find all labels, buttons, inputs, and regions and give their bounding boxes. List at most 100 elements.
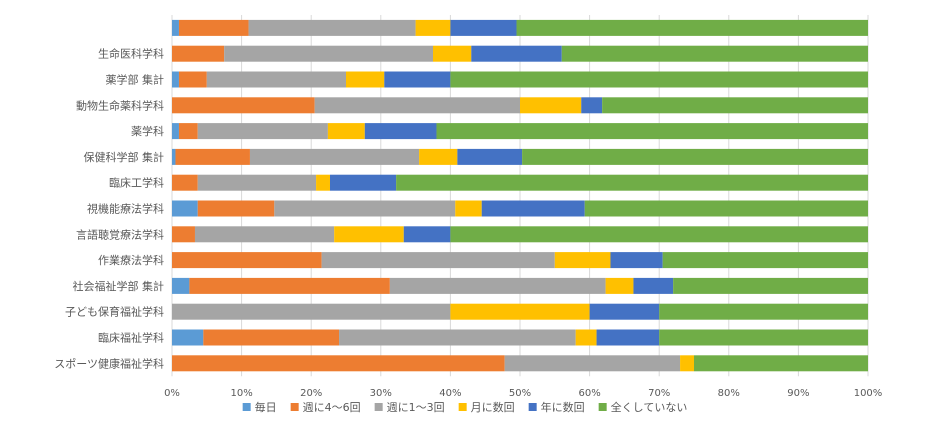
bar-segment: [554, 252, 611, 269]
bar-segment: [274, 200, 456, 217]
bar-segment: [396, 174, 868, 191]
bar-segment: [172, 226, 195, 243]
category-label: 保健科学部 集計: [84, 150, 165, 164]
legend-label: 年に数回: [541, 400, 585, 414]
bar-segment: [436, 123, 868, 140]
legend-swatch: [242, 403, 251, 411]
bar-segment: [415, 19, 451, 36]
bar-segment: [178, 123, 198, 140]
legend-item: 全くしていない: [598, 400, 688, 414]
x-tick-label: 100%: [854, 388, 883, 399]
bar-segment: [662, 252, 868, 269]
legend-item: 年に数回: [528, 400, 585, 414]
legend-swatch: [598, 403, 607, 411]
bar-segment: [433, 45, 472, 62]
x-tick-label: 30%: [370, 388, 392, 399]
category-label: 動物生命薬科学科: [76, 98, 164, 112]
bar-segment: [206, 71, 346, 88]
category-label: 子ども保育福祉学科: [65, 305, 164, 319]
bar-segment: [605, 277, 634, 294]
bar-segment: [450, 226, 868, 243]
bar-segment: [316, 174, 330, 191]
bar-segment: [172, 123, 179, 140]
bar-segment: [197, 174, 317, 191]
bar-segment: [561, 45, 868, 62]
bar-segment: [389, 277, 606, 294]
bar-segment: [189, 277, 390, 294]
bar-segment: [694, 355, 868, 372]
legend-swatch: [458, 403, 467, 411]
bar-layer: [172, 19, 868, 372]
bar-segment: [194, 226, 335, 243]
bar-segment: [321, 252, 555, 269]
bar-segment: [450, 303, 590, 320]
bar-segment: [384, 71, 451, 88]
bar-segment: [504, 355, 681, 372]
legend-item: 毎日: [242, 401, 277, 414]
bar-segment: [520, 97, 582, 114]
bar-segment: [450, 71, 868, 88]
legend-label: 週に1～3回: [387, 401, 445, 414]
grid-layer: [171, 15, 869, 377]
legend-swatch: [374, 403, 383, 411]
category-label: 臨床工学科: [109, 176, 164, 190]
bar-segment: [602, 97, 868, 114]
x-tick-label: 10%: [230, 388, 252, 399]
category-label: 薬学科: [131, 124, 164, 138]
x-tick-label: 70%: [648, 388, 670, 399]
bar-segment: [471, 45, 562, 62]
x-axis-tick-labels: 0% 10% 20% 30% 40% 50% 60% 70% 80% 90% 100%: [164, 388, 882, 399]
legend-label: 全くしていない: [611, 400, 688, 414]
bar-segment: [175, 148, 250, 165]
bar-segment: [364, 123, 437, 140]
x-tick-label: 60%: [578, 388, 600, 399]
bar-segment: [457, 148, 523, 165]
bar-segment: [403, 226, 451, 243]
category-label: 言語聴覚療法学科: [76, 227, 164, 241]
category-label: 生命医科学科: [98, 47, 164, 61]
bar-segment: [659, 329, 868, 346]
x-tick-label: 50%: [509, 388, 531, 399]
bar-segment: [172, 97, 315, 114]
bar-segment: [314, 97, 520, 114]
category-label: 作業療法学科: [98, 253, 164, 267]
bar-segment: [329, 174, 397, 191]
bar-segment: [327, 123, 365, 140]
category-label: 視機能療法学科: [87, 202, 164, 216]
category-label: 臨床福祉学科: [98, 331, 164, 345]
bar-segment: [172, 277, 190, 294]
bar-segment: [516, 19, 868, 36]
bar-segment: [610, 252, 663, 269]
legend-label: 毎日: [255, 401, 277, 414]
x-tick-label: 90%: [787, 388, 809, 399]
bar-segment: [581, 97, 603, 114]
bar-segment: [450, 19, 517, 36]
bar-segment: [575, 329, 597, 346]
bar-segment: [172, 174, 198, 191]
legend: 毎日 週に4～6回 週に1～3回 月に数回 年に数回 全くしていない: [242, 400, 688, 414]
bar-segment: [178, 19, 249, 36]
bar-segment: [522, 148, 868, 165]
bar-segment: [659, 303, 868, 320]
bar-segment: [197, 123, 328, 140]
bar-segment: [680, 355, 694, 372]
legend-item: 週に1～3回: [374, 401, 445, 414]
bar-segment: [249, 148, 420, 165]
category-label: スポーツ健康福祉学科: [54, 356, 164, 370]
bar-segment: [172, 200, 198, 217]
bar-segment: [673, 277, 868, 294]
bar-segment: [589, 303, 660, 320]
bar-segment: [172, 329, 204, 346]
bar-segment: [339, 329, 576, 346]
x-tick-label: 0%: [164, 388, 180, 399]
legend-swatch: [290, 403, 299, 411]
legend-item: 月に数回: [458, 401, 515, 414]
bar-segment: [248, 19, 416, 36]
bar-segment: [346, 71, 385, 88]
category-label: 社会福祉学部 集計: [73, 279, 165, 293]
legend-swatch: [528, 403, 537, 411]
bar-segment: [203, 329, 340, 346]
bar-segment: [172, 71, 179, 88]
